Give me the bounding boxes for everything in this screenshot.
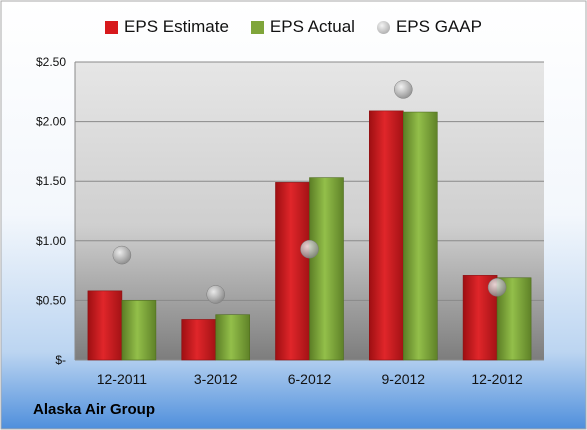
eps-estimate-bar bbox=[87, 290, 123, 361]
x-tick-label: 3-2012 bbox=[194, 371, 238, 387]
x-tick-label: 6-2012 bbox=[288, 371, 332, 387]
eps-estimate-bar bbox=[181, 319, 216, 361]
y-tick-label: $1.00 bbox=[36, 234, 66, 248]
eps-gaap-point bbox=[394, 80, 413, 99]
eps-gaap-point bbox=[112, 245, 132, 265]
legend-item-estimate: EPS Estimate bbox=[105, 17, 229, 37]
x-axis-tick-labels: 12-2011 3-2012 6-2012 9-2012 12-2012 bbox=[97, 371, 523, 387]
y-tick-label: $0.50 bbox=[36, 293, 66, 307]
company-name: Alaska Air Group bbox=[33, 401, 155, 418]
eps-actual-bar bbox=[402, 111, 438, 361]
eps-gaap-point bbox=[206, 285, 225, 304]
eps-actual-bar bbox=[215, 314, 250, 361]
legend-label-actual: EPS Actual bbox=[269, 17, 355, 36]
legend: EPS Estimate EPS Actual EPS GAAP bbox=[0, 17, 587, 37]
y-axis-tick-labels: $- $0.50 $1.00 $1.50 $2.00 $2.50 bbox=[36, 55, 66, 367]
bars bbox=[87, 110, 532, 361]
y-tick-label: $1.50 bbox=[36, 174, 66, 188]
legend-label-gaap: EPS GAAP bbox=[395, 17, 482, 36]
legend-swatch-estimate bbox=[105, 20, 119, 34]
eps-estimate-bar bbox=[368, 110, 404, 361]
x-tick-label: 12-2012 bbox=[471, 371, 523, 387]
y-tick-label: $- bbox=[55, 353, 66, 367]
eps-estimate-bar bbox=[275, 182, 310, 361]
eps-gaap-point bbox=[487, 278, 507, 297]
eps-actual-bar bbox=[121, 300, 157, 361]
legend-label-estimate: EPS Estimate bbox=[124, 17, 229, 36]
legend-item-actual: EPS Actual bbox=[250, 17, 355, 37]
eps-gaap-point bbox=[300, 239, 319, 259]
x-tick-label: 9-2012 bbox=[382, 371, 426, 387]
eps-actual-bar bbox=[309, 177, 344, 361]
legend-item-gaap: EPS GAAP bbox=[376, 17, 482, 37]
legend-swatch-gaap bbox=[376, 20, 390, 34]
x-tick-label: 12-2011 bbox=[97, 371, 148, 387]
y-tick-label: $2.50 bbox=[36, 55, 66, 69]
gaap-points bbox=[112, 80, 507, 304]
y-tick-label: $2.00 bbox=[36, 115, 66, 129]
legend-swatch-actual bbox=[250, 20, 264, 34]
